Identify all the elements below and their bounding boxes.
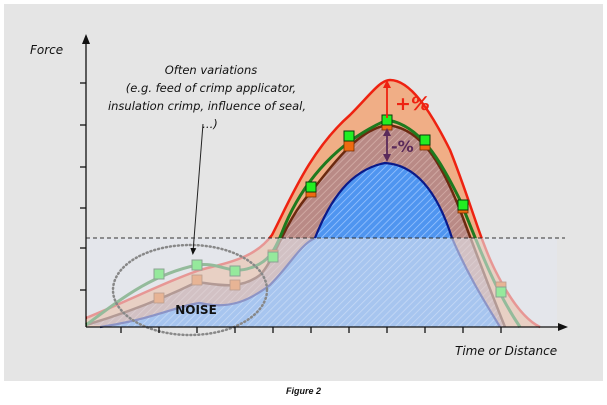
y-axis-arrowhead: [82, 34, 90, 44]
green-marker: [419, 134, 431, 146]
y-axis-label: Force: [30, 43, 63, 57]
axes: [80, 42, 562, 333]
orange-marker: [343, 140, 355, 152]
green-marker: [457, 199, 469, 211]
annotation-line-1: Often variations: [165, 63, 257, 77]
plus-arrow: [383, 80, 391, 118]
x-axis-arrowhead: [558, 323, 568, 331]
noise-label: NOISE: [175, 303, 217, 317]
figure-caption: Figure 2: [285, 386, 321, 396]
below-threshold-fade: [87, 238, 557, 327]
annotation-line-2: (e.g. feed of crimp applicator,: [126, 81, 296, 95]
green-marker: [343, 130, 355, 142]
annotation-line-3: insulation crimp, influence of seal,: [108, 99, 306, 113]
annotation-arrow: [190, 123, 204, 255]
x-axis-label: Time or Distance: [455, 344, 557, 358]
annotation-line-4: ...): [202, 117, 217, 131]
noise-ellipse: [111, 243, 269, 337]
minus-percent-label: -%: [391, 137, 414, 156]
plus-percent-label: +%: [395, 93, 430, 115]
green-marker: [305, 181, 317, 193]
minus-arrow: [383, 128, 391, 162]
